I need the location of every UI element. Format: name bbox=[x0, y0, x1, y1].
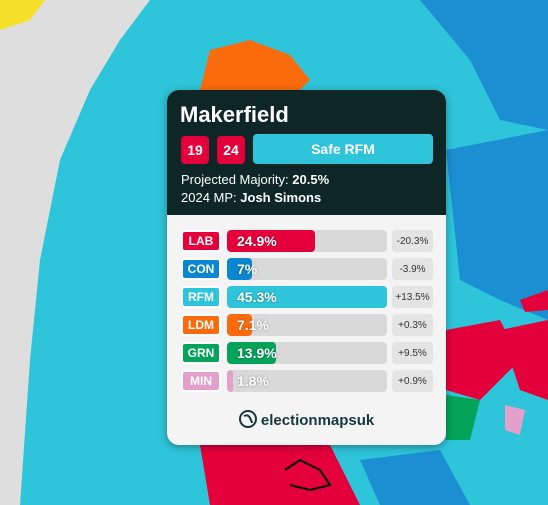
region bbox=[200, 445, 360, 505]
bar bbox=[227, 370, 234, 392]
value-label: 1.8% bbox=[237, 373, 269, 389]
region bbox=[520, 290, 548, 312]
result-row: GRN 13.9% +9.5% bbox=[181, 342, 433, 364]
bar-track: 24.9% bbox=[227, 230, 387, 252]
logo bbox=[238, 410, 257, 428]
brand-name: electionmapsuk bbox=[260, 412, 375, 429]
value-label: 13.9% bbox=[237, 345, 277, 361]
bar-track: 45.3% bbox=[227, 286, 387, 308]
result-row: MIN 1.8% +0.9% bbox=[181, 370, 433, 392]
value-label: 45.3% bbox=[237, 289, 277, 305]
result-row: LDM 7.1% +0.3% bbox=[181, 314, 433, 336]
region bbox=[505, 405, 525, 435]
change: -3.9% bbox=[392, 258, 433, 280]
card-header: Makerfield 19 24 Safe RFM Projected Majo… bbox=[167, 90, 446, 215]
bar-track: 7.1% bbox=[227, 314, 387, 336]
value-label: 24.9% bbox=[237, 233, 277, 249]
bar-track: 7% bbox=[227, 258, 387, 280]
party-label: LAB bbox=[181, 230, 221, 252]
region bbox=[446, 395, 480, 440]
party-label: GRN bbox=[181, 342, 221, 364]
status: Safe RFM bbox=[253, 134, 433, 164]
badge: 19 bbox=[181, 136, 209, 164]
badge: 24 bbox=[217, 136, 245, 164]
party-label: CON bbox=[181, 258, 221, 280]
mp: 2024 MP: Josh Simons bbox=[181, 190, 321, 205]
value: 20.5% bbox=[292, 172, 330, 187]
bar bbox=[227, 286, 387, 308]
party-label: LDM bbox=[181, 314, 221, 336]
result-row: CON 7% -3.9% bbox=[181, 258, 433, 280]
bar bbox=[227, 230, 315, 252]
majority: Projected Majority: 20.5% bbox=[181, 172, 329, 187]
region bbox=[200, 40, 310, 90]
region bbox=[446, 130, 548, 320]
change: +9.5% bbox=[392, 342, 433, 364]
value: Josh Simons bbox=[240, 190, 322, 205]
bar bbox=[227, 314, 253, 336]
bar-track: 13.9% bbox=[227, 342, 387, 364]
value-label: 7.1% bbox=[237, 317, 269, 333]
value-label: 7% bbox=[237, 261, 258, 277]
bar-track: 1.8% bbox=[227, 370, 387, 392]
region bbox=[500, 320, 548, 400]
region bbox=[0, 0, 45, 30]
title: Makerfield bbox=[180, 102, 289, 127]
change: -20.3% bbox=[392, 230, 433, 252]
bar bbox=[227, 342, 277, 364]
bar bbox=[227, 258, 252, 280]
result-row: RFM 45.3% +13.5% bbox=[181, 286, 433, 308]
party-label: RFM bbox=[181, 286, 221, 308]
constituency-card: Makerfield 19 24 Safe RFM Projected Majo… bbox=[167, 90, 446, 445]
change: +0.9% bbox=[392, 370, 433, 392]
change: +13.5% bbox=[392, 286, 433, 308]
label: Projected Majority: bbox=[181, 172, 289, 187]
party-label: MIN bbox=[181, 370, 221, 392]
region bbox=[446, 320, 520, 400]
region bbox=[360, 450, 470, 505]
region bbox=[420, 0, 548, 130]
sea bbox=[0, 0, 150, 505]
boundary bbox=[284, 458, 332, 492]
result-row: LAB 24.9% -20.3% bbox=[181, 230, 433, 252]
change: +0.3% bbox=[392, 314, 433, 336]
brand: electionmapsuk bbox=[167, 410, 446, 429]
label: 2024 MP: bbox=[181, 190, 237, 205]
